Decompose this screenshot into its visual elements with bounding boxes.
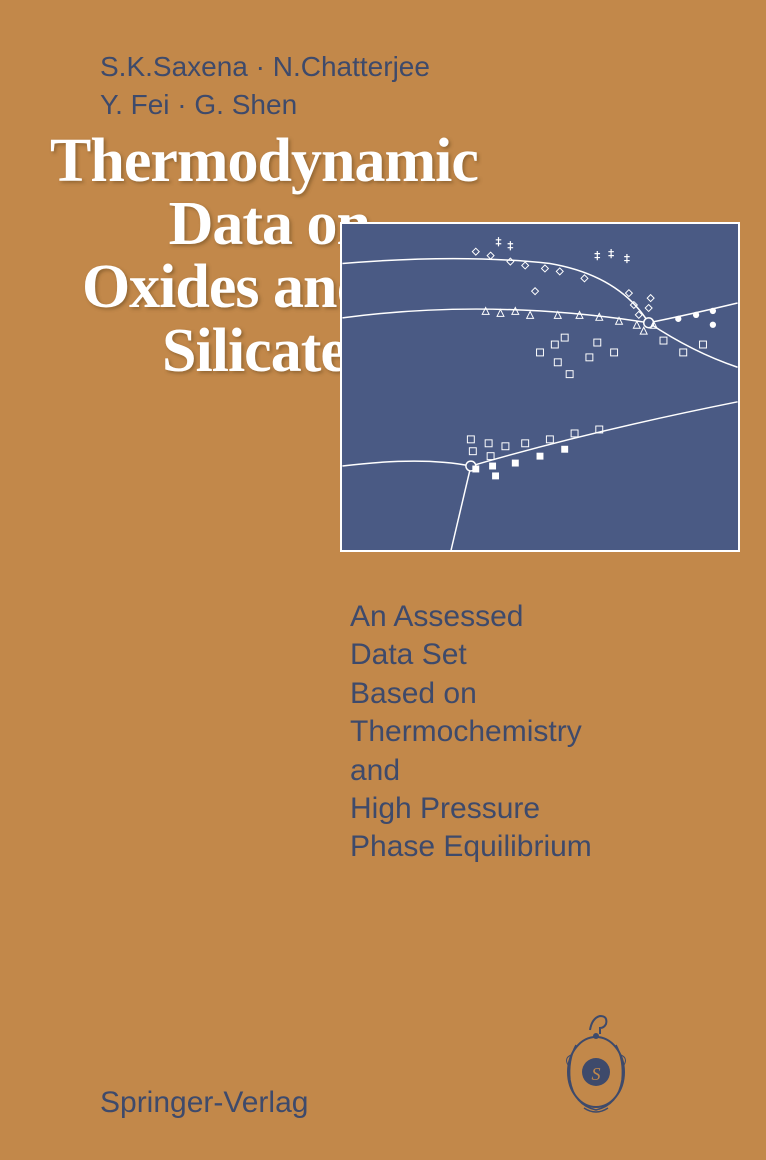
publisher-name: Springer-Verlag (100, 1086, 308, 1120)
phase-diagram-chart (340, 222, 740, 552)
springer-logo-icon: S (556, 1010, 636, 1120)
subtitle-line: Phase Equilibrium (350, 828, 592, 866)
subtitle-line: and (350, 752, 592, 790)
subtitle-block: An AssessedData SetBased onThermochemist… (350, 598, 592, 867)
book-title: Thermodynamic Data on Oxides and Silicat… (50, 130, 370, 383)
subtitle-line: Based on (350, 675, 592, 713)
subtitle-line: High Pressure (350, 790, 592, 828)
svg-text:S: S (592, 1064, 601, 1084)
subtitle-line: Data Set (350, 636, 592, 674)
author-block: S.K.Saxena · N.Chatterjee Y. Fei · G. Sh… (100, 48, 430, 124)
authors-line2: Y. Fei · G. Shen (100, 86, 430, 124)
subtitle-line: Thermochemistry (350, 713, 592, 751)
authors-line1: S.K.Saxena · N.Chatterjee (100, 48, 430, 86)
subtitle-line: An Assessed (350, 598, 592, 636)
chart-svg (342, 224, 738, 550)
